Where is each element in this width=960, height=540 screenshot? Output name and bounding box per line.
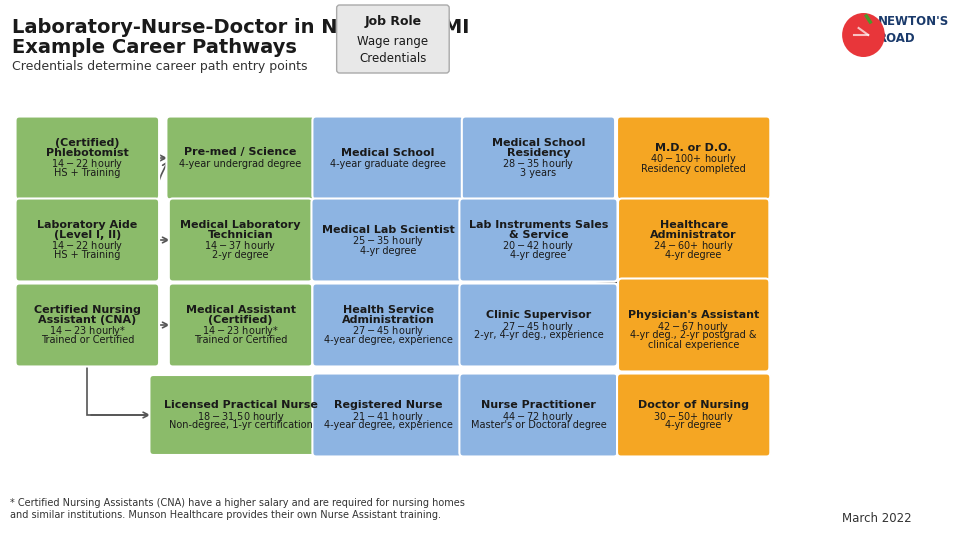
Circle shape <box>842 13 885 57</box>
Text: Certified Nursing: Certified Nursing <box>34 305 141 315</box>
Text: Laboratory Aide: Laboratory Aide <box>37 220 137 230</box>
Text: $20 - $42 hourly: $20 - $42 hourly <box>502 239 575 253</box>
FancyBboxPatch shape <box>15 199 159 281</box>
Text: HS + Training: HS + Training <box>54 250 121 260</box>
FancyBboxPatch shape <box>166 117 315 199</box>
Text: Trained or Certified: Trained or Certified <box>194 335 287 345</box>
Text: * Certified Nursing Assistants (CNA) have a higher salary and are required for n: * Certified Nursing Assistants (CNA) hav… <box>10 498 465 520</box>
Text: $28 - $35 hourly: $28 - $35 hourly <box>502 157 575 171</box>
Text: Pre-med / Science: Pre-med / Science <box>184 147 297 158</box>
Text: $40 - $100+ hourly: $40 - $100+ hourly <box>650 152 737 166</box>
Text: Licensed Practical Nurse: Licensed Practical Nurse <box>163 400 318 410</box>
Text: Lab Instruments Sales: Lab Instruments Sales <box>468 220 608 230</box>
FancyBboxPatch shape <box>618 279 769 372</box>
Text: Healthcare: Healthcare <box>660 220 728 230</box>
Text: 4-yr degree: 4-yr degree <box>665 250 722 260</box>
Text: Medical School: Medical School <box>492 138 586 149</box>
Text: Credentials determine career path entry points: Credentials determine career path entry … <box>12 60 307 73</box>
Text: 4-year undergrad degree: 4-year undergrad degree <box>180 159 301 169</box>
Text: Medical School: Medical School <box>342 147 435 158</box>
Text: $14 - $23 hourly*: $14 - $23 hourly* <box>49 324 126 338</box>
FancyBboxPatch shape <box>618 199 769 281</box>
Text: Medical Lab Scientist: Medical Lab Scientist <box>322 225 454 235</box>
Text: 4-year degree, experience: 4-year degree, experience <box>324 421 452 430</box>
Text: Master's or Doctoral degree: Master's or Doctoral degree <box>470 421 607 430</box>
FancyBboxPatch shape <box>460 374 617 456</box>
FancyBboxPatch shape <box>312 117 464 199</box>
Text: Residency completed: Residency completed <box>641 164 746 173</box>
Text: $30 - $50+ hourly: $30 - $50+ hourly <box>654 409 734 423</box>
Text: 4-year degree, experience: 4-year degree, experience <box>324 335 452 345</box>
FancyBboxPatch shape <box>460 199 617 281</box>
Text: (Certified): (Certified) <box>208 315 273 325</box>
Text: 4-yr degree: 4-yr degree <box>665 421 722 430</box>
Text: 4-year graduate degree: 4-year graduate degree <box>330 159 446 169</box>
Text: 2-yr degree: 2-yr degree <box>212 250 269 260</box>
Text: Example Career Pathways: Example Career Pathways <box>12 38 297 57</box>
Text: $18 - $31.50 hourly: $18 - $31.50 hourly <box>197 409 284 423</box>
FancyBboxPatch shape <box>337 5 449 73</box>
Text: & Service: & Service <box>509 230 568 240</box>
Text: Registered Nurse: Registered Nurse <box>334 400 443 410</box>
Text: $27 - $45 hourly: $27 - $45 hourly <box>502 320 575 334</box>
Text: $14 - $22 hourly: $14 - $22 hourly <box>51 239 124 253</box>
FancyBboxPatch shape <box>150 375 332 455</box>
FancyBboxPatch shape <box>311 199 465 281</box>
Text: $14 - $22 hourly: $14 - $22 hourly <box>51 157 124 171</box>
FancyBboxPatch shape <box>312 374 464 456</box>
Text: Nurse Practitioner: Nurse Practitioner <box>481 400 596 410</box>
Text: Clinic Supervisor: Clinic Supervisor <box>486 310 591 320</box>
Text: M.D. or D.O.: M.D. or D.O. <box>656 143 732 153</box>
Text: Doctor of Nursing: Doctor of Nursing <box>638 400 749 410</box>
Text: $42 - $67 hourly: $42 - $67 hourly <box>658 320 730 334</box>
Text: Medical Assistant: Medical Assistant <box>185 305 296 315</box>
Text: Assistant (CNA): Assistant (CNA) <box>38 315 136 325</box>
FancyBboxPatch shape <box>460 284 617 367</box>
Text: 4-yr deg., 2-yr postgrad &: 4-yr deg., 2-yr postgrad & <box>631 330 756 341</box>
FancyBboxPatch shape <box>15 284 159 367</box>
Text: clinical experience: clinical experience <box>648 340 739 349</box>
Text: Residency: Residency <box>507 148 570 158</box>
Text: Administrator: Administrator <box>650 230 737 240</box>
Text: $27 - $45 hourly: $27 - $45 hourly <box>352 324 424 338</box>
Text: $24 - $60+ hourly: $24 - $60+ hourly <box>654 239 734 253</box>
Text: 3 years: 3 years <box>520 168 557 178</box>
FancyBboxPatch shape <box>15 117 159 199</box>
Text: 4-yr degree: 4-yr degree <box>511 250 566 260</box>
Text: 2-yr, 4-yr deg., experience: 2-yr, 4-yr deg., experience <box>473 330 603 341</box>
Text: Administration: Administration <box>342 315 435 325</box>
Text: $14 - $37 hourly: $14 - $37 hourly <box>204 239 276 253</box>
Text: 4-yr degree: 4-yr degree <box>360 246 417 255</box>
Text: $14 - $23 hourly*: $14 - $23 hourly* <box>202 324 279 338</box>
FancyBboxPatch shape <box>169 199 312 281</box>
FancyBboxPatch shape <box>462 117 615 199</box>
FancyBboxPatch shape <box>617 117 770 199</box>
FancyBboxPatch shape <box>312 284 464 367</box>
Text: Non-degree, 1-yr certification: Non-degree, 1-yr certification <box>169 421 313 430</box>
Text: Technician: Technician <box>207 230 274 240</box>
Text: (Certified): (Certified) <box>55 138 120 149</box>
Text: Laboratory-Nurse-Doctor in Northwest MI: Laboratory-Nurse-Doctor in Northwest MI <box>12 18 469 37</box>
FancyBboxPatch shape <box>617 374 770 456</box>
Text: Credentials: Credentials <box>359 51 426 64</box>
Text: Wage range: Wage range <box>357 36 428 49</box>
Text: Physician's Assistant: Physician's Assistant <box>628 310 759 320</box>
Text: Trained or Certified: Trained or Certified <box>40 335 134 345</box>
Text: March 2022: March 2022 <box>842 512 912 525</box>
Text: HS + Training: HS + Training <box>54 168 121 178</box>
Text: Phlebotomist: Phlebotomist <box>46 148 129 158</box>
Text: $44 - $72 hourly: $44 - $72 hourly <box>502 409 575 423</box>
Text: Health Service: Health Service <box>343 305 434 315</box>
Text: $21 - $41 hourly: $21 - $41 hourly <box>352 409 424 423</box>
Text: Job Role: Job Role <box>365 15 421 28</box>
Text: NEWTON'S
ROAD: NEWTON'S ROAD <box>878 15 949 45</box>
Text: (Level I, II): (Level I, II) <box>54 230 121 240</box>
Text: $25 - $35 hourly: $25 - $35 hourly <box>352 234 424 248</box>
Text: Medical Laboratory: Medical Laboratory <box>180 220 300 230</box>
FancyBboxPatch shape <box>169 284 312 367</box>
